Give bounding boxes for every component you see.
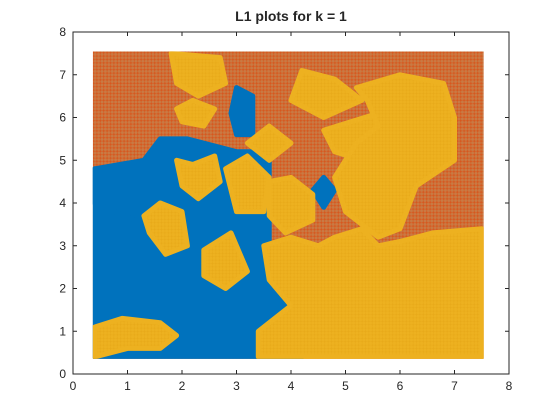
decision-regions bbox=[92, 51, 484, 359]
region-blue-2 bbox=[228, 85, 256, 138]
x-tick-label: 1 bbox=[124, 379, 131, 393]
x-tick-label: 2 bbox=[179, 379, 186, 393]
region-yellow-8 bbox=[288, 68, 365, 120]
x-tick-label: 0 bbox=[70, 379, 77, 393]
y-tick-label: 3 bbox=[59, 239, 66, 253]
y-tick-label: 0 bbox=[59, 367, 66, 381]
region-yellow-4 bbox=[141, 200, 190, 257]
x-tick-label: 3 bbox=[233, 379, 240, 393]
region-yellow-6 bbox=[244, 123, 294, 163]
region-yellow-10 bbox=[332, 72, 457, 240]
region-yellow-3 bbox=[174, 153, 223, 202]
y-tick-label: 6 bbox=[59, 111, 66, 125]
region-yellow-12 bbox=[255, 226, 484, 359]
y-tick-label: 2 bbox=[59, 282, 66, 296]
x-tick-label: 7 bbox=[451, 379, 458, 393]
x-tick-label: 8 bbox=[506, 379, 513, 393]
axes: 0 1 2 3 4 5 6 7 8 0 1 2 3 4 5 6 7 8 bbox=[59, 25, 512, 393]
x-tick-label: 5 bbox=[342, 379, 349, 393]
x-tick-label: 4 bbox=[288, 379, 295, 393]
region-yellow-1 bbox=[168, 51, 229, 99]
region-yellow-0 bbox=[92, 315, 180, 359]
chart-title: L1 plots for k = 1 bbox=[235, 8, 347, 24]
y-tick-label: 4 bbox=[59, 196, 66, 210]
region-yellow-5 bbox=[201, 230, 250, 291]
y-tick-label: 8 bbox=[59, 25, 66, 39]
region-yellow-7 bbox=[223, 153, 272, 215]
y-tick-label: 7 bbox=[59, 68, 66, 82]
region-yellow-11 bbox=[266, 174, 316, 236]
x-tick-label: 6 bbox=[397, 379, 404, 393]
region-yellow-2 bbox=[174, 97, 218, 129]
y-tick-label: 1 bbox=[59, 324, 66, 338]
y-tick-label: 5 bbox=[59, 153, 66, 167]
region-blue-3 bbox=[310, 174, 338, 210]
